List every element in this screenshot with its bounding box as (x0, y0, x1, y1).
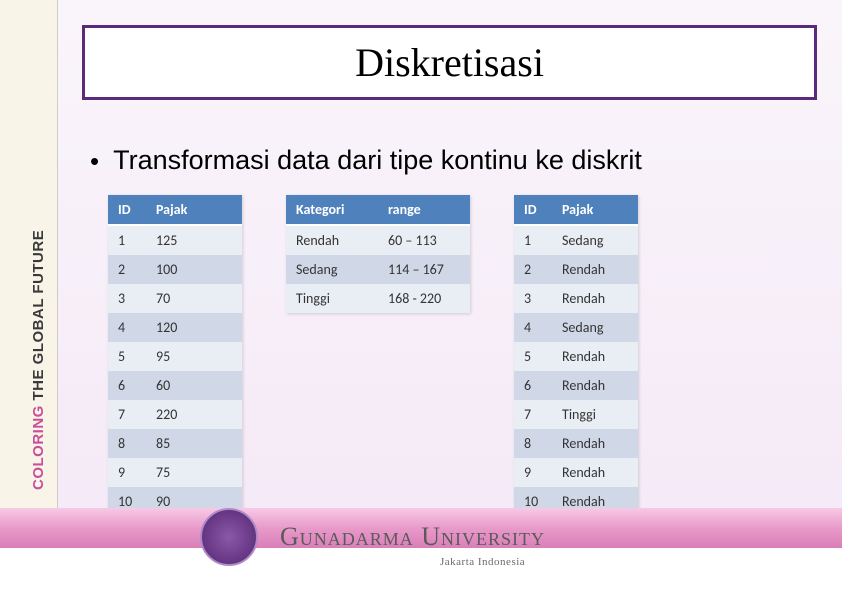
tables-container: ID Pajak 1125 2100 370 4120 595 660 7220… (108, 195, 638, 516)
slide-title: Diskretisasi (355, 39, 544, 86)
tagline-coloring: LORING (30, 405, 47, 466)
table-row: 4120 (108, 313, 242, 342)
table-row: 8Rendah (514, 429, 638, 458)
table-row: 6Rendah (514, 371, 638, 400)
university-logo-icon (200, 508, 258, 566)
col-header: Pajak (552, 195, 638, 225)
col-header: Kategori (286, 195, 378, 225)
table-row: 5Rendah (514, 342, 638, 371)
table-result: ID Pajak 1Sedang 2Rendah 3Rendah 4Sedang… (514, 195, 638, 516)
table-row: Rendah60 – 113 (286, 225, 470, 255)
table-row: 1125 (108, 225, 242, 255)
footer-white (0, 548, 842, 596)
table-row: 2100 (108, 255, 242, 284)
table-row: 3Rendah (514, 284, 638, 313)
table-row: 7Tinggi (514, 400, 638, 429)
university-name: Gunadarma University (280, 522, 545, 552)
title-box: Diskretisasi (82, 25, 817, 100)
tagline-prefix: CO (30, 467, 47, 491)
bullet-point: • Transformasi data dari tipe kontinu ke … (90, 145, 642, 177)
table-row: 975 (108, 458, 242, 487)
university-location: Jakarta Indonesia (440, 556, 525, 568)
table-row: 7220 (108, 400, 242, 429)
sidebar-tagline: COLORING THE GLOBAL FUTURE (30, 230, 47, 490)
col-header: Pajak (146, 195, 242, 225)
table-row: 595 (108, 342, 242, 371)
bullet-marker: • (90, 146, 99, 177)
table-ranges: Kategori range Rendah60 – 113 Sedang114 … (286, 195, 470, 313)
table-row: 1Sedang (514, 225, 638, 255)
col-header: range (378, 195, 470, 225)
table-row: Tinggi168 - 220 (286, 284, 470, 313)
table-row: 660 (108, 371, 242, 400)
col-header: ID (514, 195, 552, 225)
table-row: 370 (108, 284, 242, 313)
table-original: ID Pajak 1125 2100 370 4120 595 660 7220… (108, 195, 242, 516)
tagline-suffix: THE GLOBAL FUTURE (30, 230, 47, 405)
table-row: 9Rendah (514, 458, 638, 487)
bullet-text: Transformasi data dari tipe kontinu ke d… (113, 145, 642, 175)
table-row: 885 (108, 429, 242, 458)
table-row: 4Sedang (514, 313, 638, 342)
col-header: ID (108, 195, 146, 225)
table-row: Sedang114 – 167 (286, 255, 470, 284)
slide-sidebar: COLORING THE GLOBAL FUTURE (0, 0, 58, 520)
table-row: 2Rendah (514, 255, 638, 284)
